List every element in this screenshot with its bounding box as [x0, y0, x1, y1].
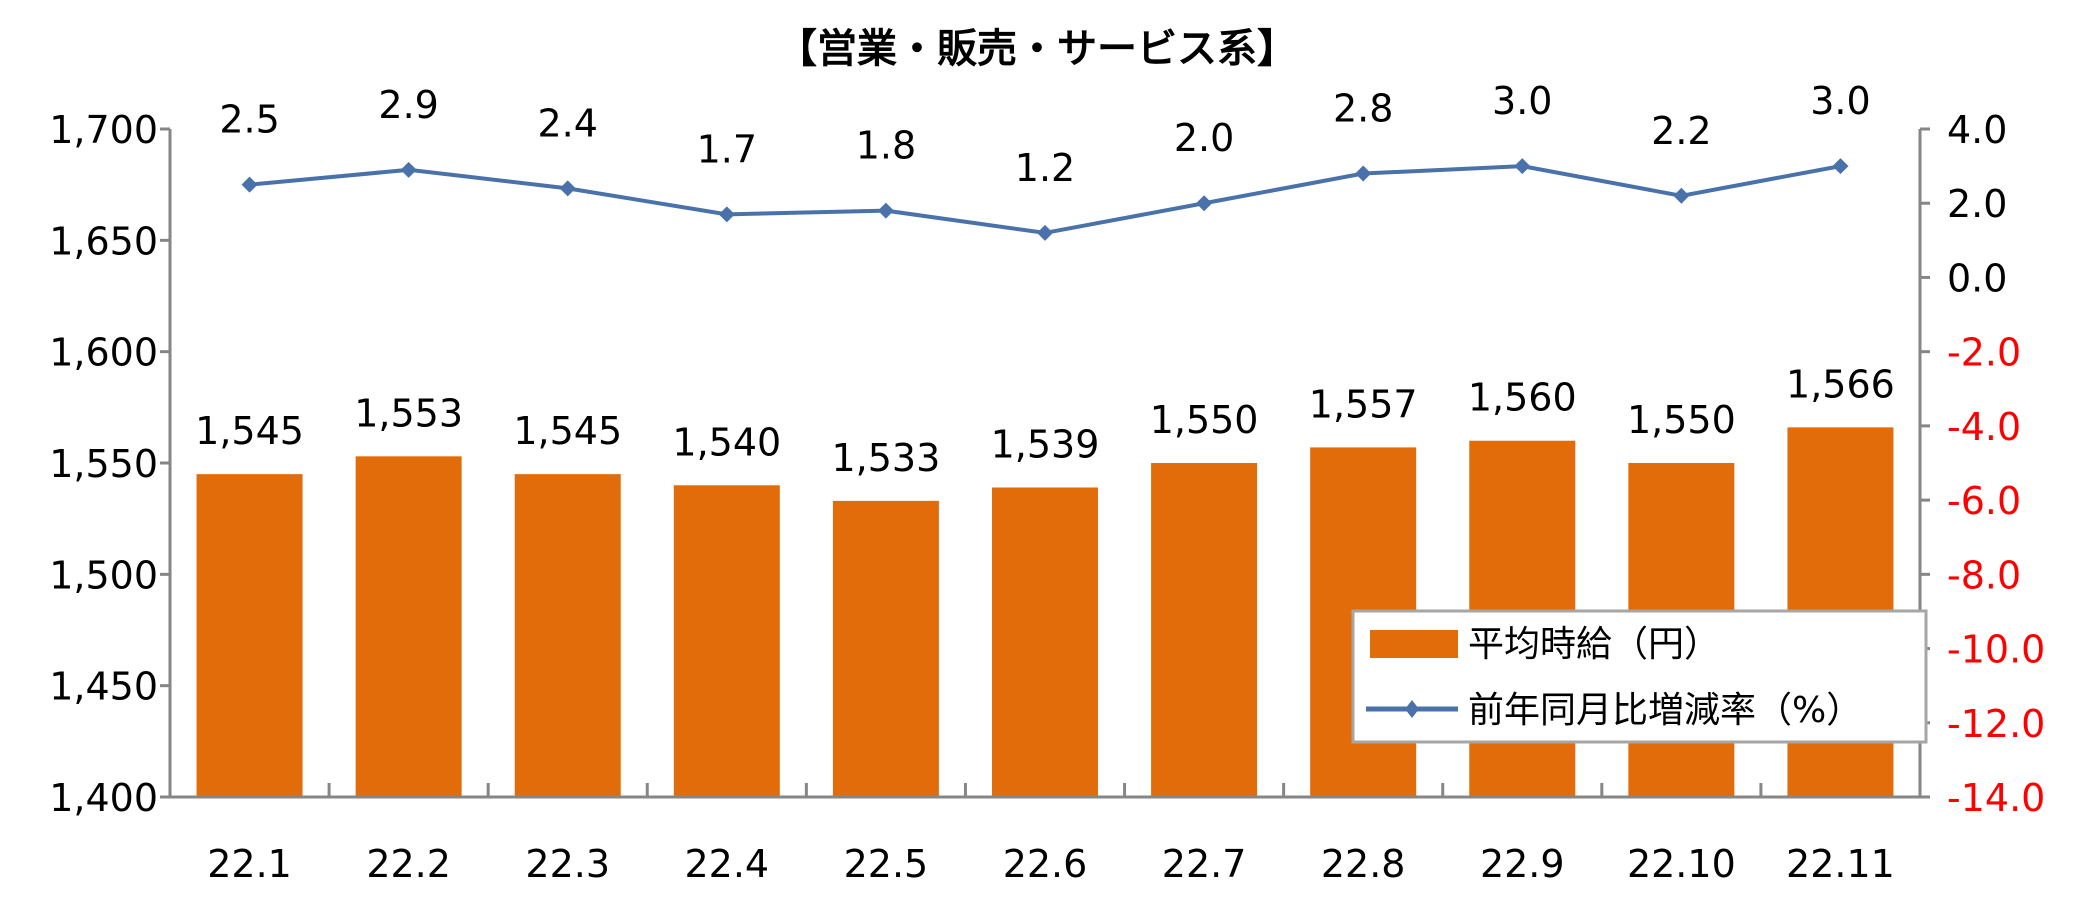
x-tick-label: 22.1: [207, 842, 292, 886]
line-data-label: 3.0: [1492, 79, 1552, 123]
line-marker: [1673, 187, 1690, 204]
y-right-tick-label: -2.0: [1947, 331, 2021, 375]
bar-data-label: 1,566: [1786, 362, 1895, 406]
bar-data-label: 1,545: [195, 409, 304, 453]
line-data-label: 2.5: [219, 98, 279, 142]
y-left-tick-label: 1,450: [49, 665, 158, 709]
line-data-label: 3.0: [1810, 79, 1870, 123]
line-marker: [1355, 165, 1372, 182]
y-left-tick-label: 1,400: [49, 776, 158, 820]
line-data-label: 1.2: [1015, 146, 1075, 190]
line-data-label: 2.9: [378, 83, 438, 127]
x-tick-label: 22.2: [366, 842, 451, 886]
x-tick-label: 22.9: [1480, 842, 1565, 886]
line-marker: [1832, 158, 1849, 175]
y-left-tick-label: 1,550: [49, 442, 158, 486]
x-tick-label: 22.10: [1627, 842, 1736, 886]
line-marker: [718, 206, 735, 223]
legend: 平均時給（円） 前年同月比増減率（%）: [1351, 609, 1928, 744]
legend-line-label: 前年同月比増減率（%）: [1468, 690, 1862, 731]
y-right-tick-label: -12.0: [1947, 702, 2045, 746]
y-right-tick-label: -14.0: [1947, 776, 2045, 820]
legend-bar-swatch: [1370, 630, 1458, 658]
y-right-tick-label: -6.0: [1947, 479, 2021, 523]
bar: [673, 485, 780, 797]
y-left-tick-label: 1,700: [49, 108, 158, 152]
chart-title: 【営業・販売・サービス系】: [777, 26, 1297, 72]
line-data-label: 2.4: [538, 101, 598, 145]
line-data-label: 2.2: [1651, 109, 1711, 153]
y-left-tick-label: 1,650: [49, 219, 158, 263]
bar-data-label: 1,553: [354, 391, 463, 435]
line-marker: [1037, 224, 1053, 241]
legend-diamond-marker: [1405, 700, 1419, 718]
x-tick-label: 22.3: [525, 842, 610, 886]
bar-data-label: 1,545: [513, 409, 622, 453]
bar-data-label: 1,533: [832, 436, 941, 480]
y-right-tick-label: 4.0: [1947, 108, 2007, 152]
y-left-tick-label: 1,600: [49, 331, 158, 375]
y-right-tick-label: -4.0: [1947, 405, 2021, 449]
line-marker: [1514, 158, 1531, 175]
line-data-label: 1.8: [856, 124, 916, 168]
line-data-label: 1.7: [697, 127, 757, 171]
x-tick-label: 22.6: [1003, 842, 1088, 886]
x-tick-label: 22.11: [1786, 842, 1895, 886]
bar: [832, 500, 939, 797]
bar-data-label: 1,550: [1627, 398, 1736, 442]
bar-data-label: 1,550: [1150, 398, 1259, 442]
y-left-tick-label: 1,500: [49, 553, 158, 597]
bar: [196, 474, 303, 797]
y-right-tick-label: 0.0: [1947, 256, 2007, 300]
line-data-label: 2.8: [1333, 87, 1393, 131]
bar: [514, 474, 621, 797]
line-marker: [559, 180, 576, 197]
bar-data-label: 1,540: [672, 420, 781, 464]
bar-data-label: 1,560: [1468, 376, 1577, 420]
line-marker: [241, 176, 258, 193]
line-marker: [400, 161, 417, 178]
bar-data-label: 1,539: [991, 422, 1100, 466]
x-tick-label: 22.8: [1321, 842, 1406, 886]
bar-data-label: 1,557: [1309, 382, 1418, 426]
x-tick-label: 22.4: [685, 842, 770, 886]
line-data-label: 2.0: [1174, 116, 1234, 160]
bar: [1151, 463, 1258, 797]
x-tick-label: 22.7: [1162, 842, 1247, 886]
legend-bar-label: 平均時給（円）: [1468, 624, 1720, 665]
bar: [992, 487, 1098, 797]
line-marker: [1196, 195, 1213, 212]
y-right-tick-label: -10.0: [1947, 628, 2045, 672]
line-marker: [877, 202, 894, 219]
y-right-tick-label: 2.0: [1947, 182, 2007, 226]
y-right-tick-label: -8.0: [1947, 553, 2021, 597]
bar: [355, 456, 462, 797]
x-tick-label: 22.5: [844, 842, 929, 886]
